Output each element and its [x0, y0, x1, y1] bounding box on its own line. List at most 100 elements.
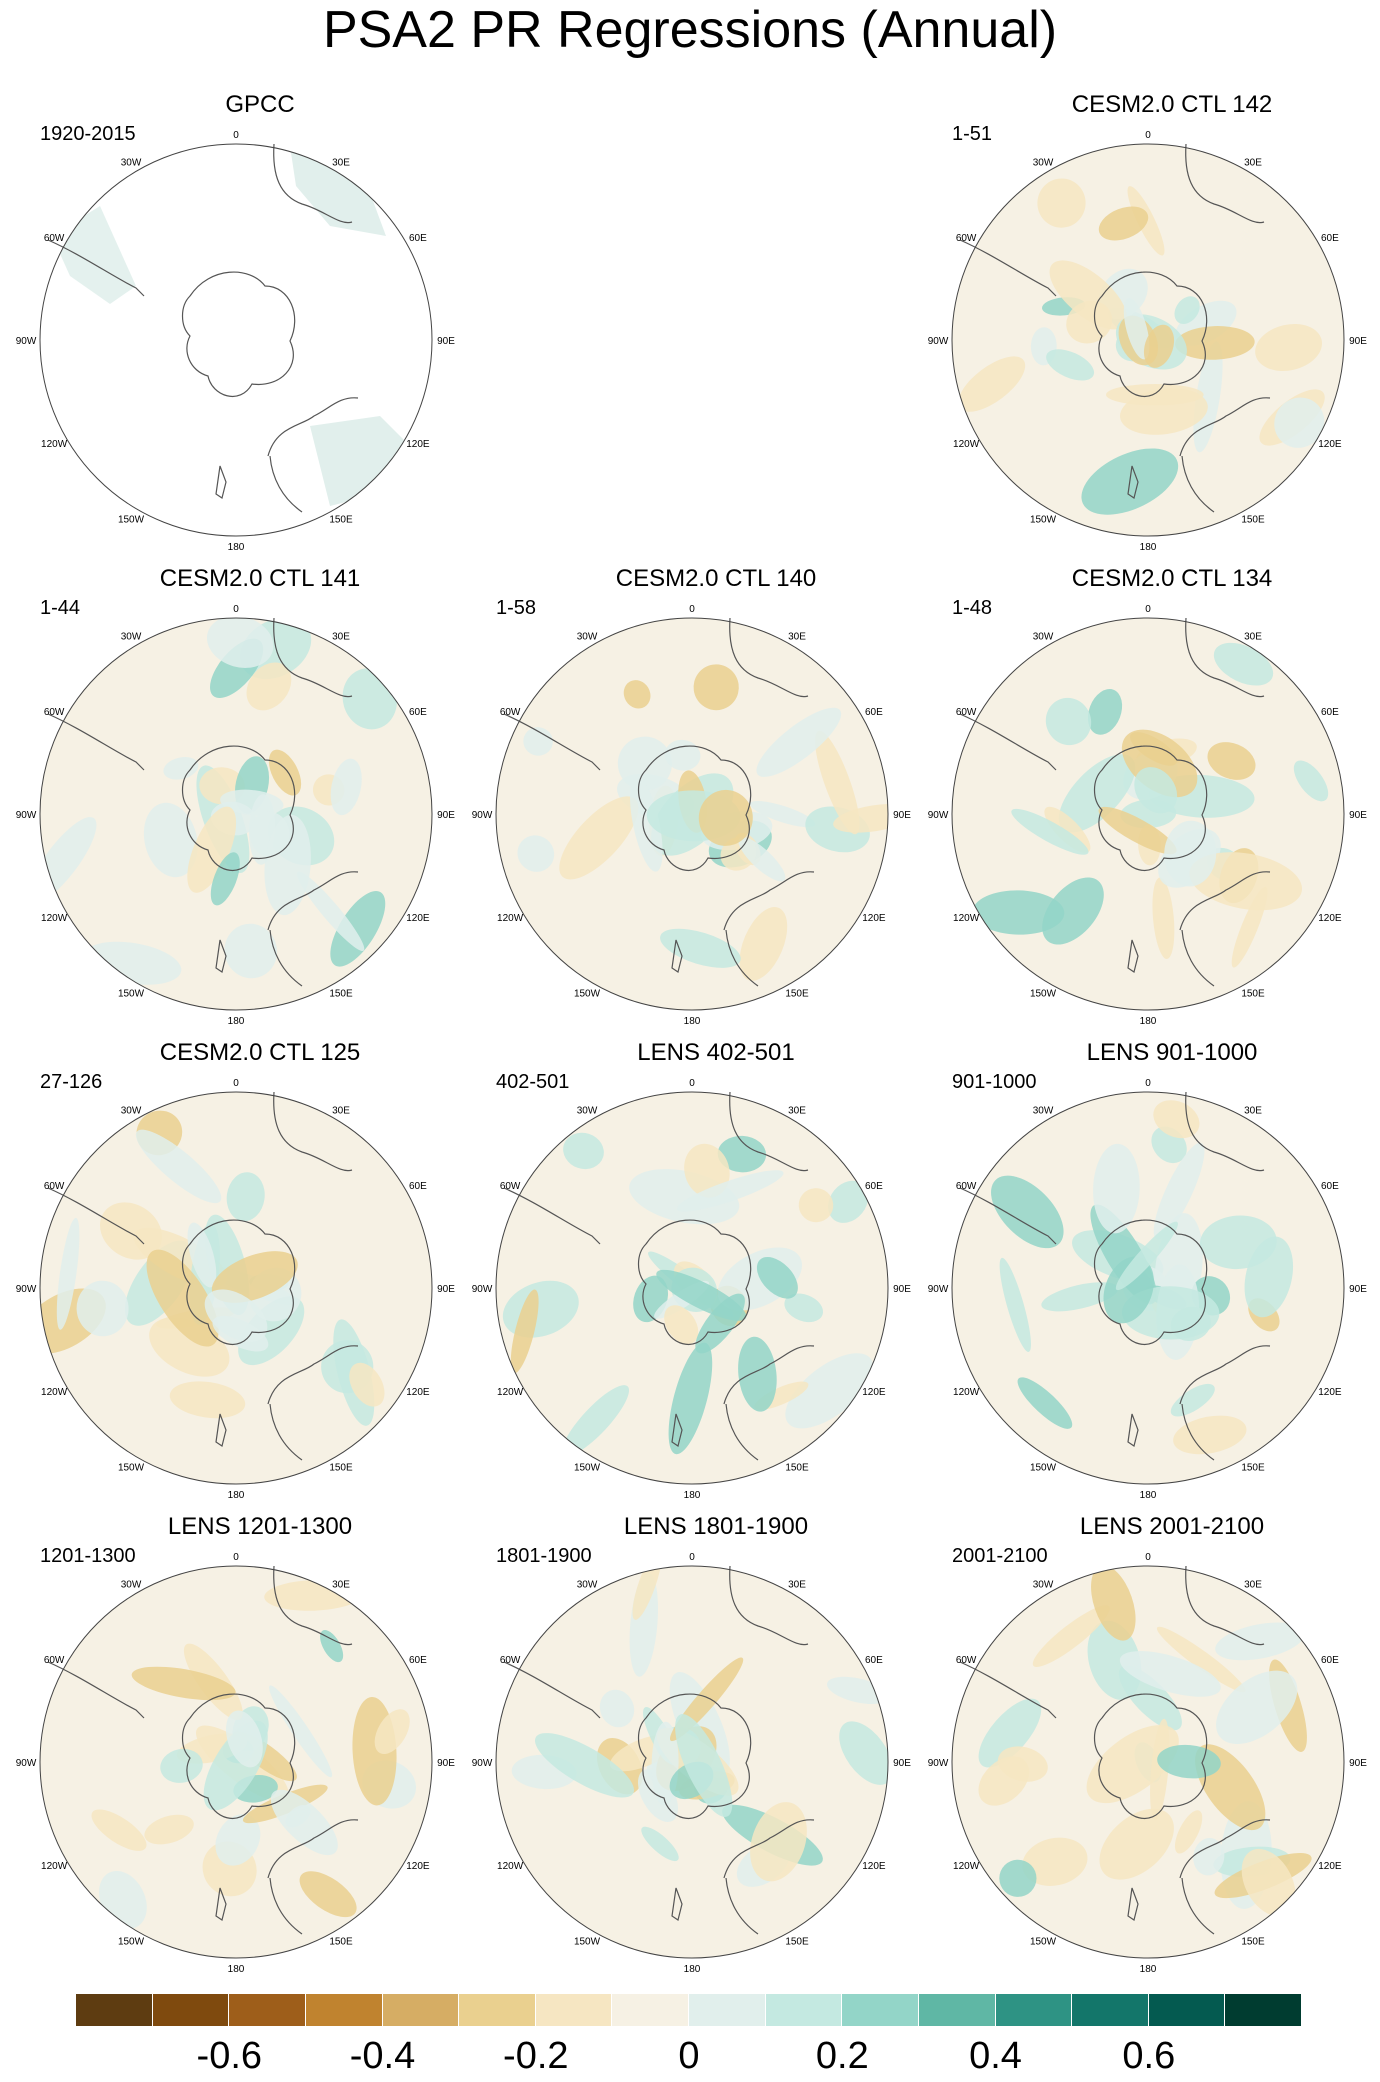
shaded-region — [534, 1733, 635, 1798]
shaded-region — [1215, 1622, 1305, 1661]
shaded-region — [1216, 1670, 1298, 1744]
longitude-label: 150W — [1030, 514, 1057, 525]
longitude-label: 150E — [785, 1936, 809, 1947]
longitude-label: 90W — [928, 1758, 949, 1769]
longitude-label: 150W — [118, 514, 145, 525]
longitude-label: 180 — [228, 1016, 245, 1027]
colorbar-tick-label: -0.4 — [349, 2035, 416, 2077]
longitude-label: 150E — [329, 988, 353, 999]
coastline — [47, 713, 145, 771]
coastline — [181, 1693, 296, 1819]
shaded-region — [738, 837, 786, 882]
longitude-label: 90E — [1349, 1284, 1367, 1295]
longitude-label: 150E — [329, 1936, 353, 1947]
longitude-label: 180 — [228, 1490, 245, 1501]
coastline — [215, 1413, 227, 1447]
coastline — [503, 1187, 601, 1245]
colorbar-tick-label: 0.6 — [1122, 2035, 1176, 2077]
coastline — [215, 939, 227, 973]
shaded-region — [750, 1802, 807, 1882]
shaded-region — [187, 1222, 217, 1288]
longitude-label: 30W — [121, 158, 142, 169]
panel-title: CESM2.0 CTL 141 — [159, 565, 361, 592]
coastline — [959, 1661, 1057, 1719]
longitude-label: 60W — [956, 233, 977, 244]
map-panel: CESM2.0 CTL 125 27-126 0 30E 60E 90E 120E 150E 1… — [16, 1038, 480, 1501]
figure-title: PSA2 PR Regressions (Annual) — [322, 1, 1058, 59]
shaded-region — [91, 1809, 147, 1851]
coastline — [181, 271, 296, 397]
coastline — [959, 239, 1057, 297]
coastline — [1127, 465, 1139, 499]
colorbar-swatch — [229, 1994, 306, 2026]
shaded-region — [1153, 1100, 1200, 1139]
shaded-region — [1098, 806, 1177, 855]
polar-map: 0 30E 60E 90E 120E 150E 180 150W 120W 90W 60W 30W — [472, 1078, 912, 1501]
polar-map: 0 30E 60E 90E 120E 150E 180 150W 120W 90W 60W 30W — [16, 130, 456, 553]
coastline — [725, 929, 759, 987]
map-boundary — [495, 1565, 889, 1959]
colorbar-swatch — [1148, 1994, 1226, 2026]
longitude-label: 120E — [862, 1387, 886, 1398]
longitude-label: 120E — [406, 1387, 430, 1398]
colorbar-swatch — [765, 1994, 843, 2026]
longitude-label: 30E — [332, 158, 350, 169]
coastline — [671, 1413, 683, 1447]
panel-period-label: 1-51 — [952, 123, 993, 145]
colorbar-swatch — [152, 1994, 230, 2026]
shaded-region — [226, 1710, 263, 1768]
coastline — [723, 1345, 815, 1405]
longitude-label: 90E — [437, 1284, 455, 1295]
shaded-region — [210, 852, 240, 906]
longitude-label: 180 — [684, 1490, 701, 1501]
panel-title: CESM2.0 CTL 140 — [615, 565, 817, 592]
shaded-region — [56, 1217, 80, 1330]
shaded-region — [664, 1305, 699, 1345]
longitude-label: 180 — [1140, 1490, 1157, 1501]
panel-period-label: 1920-2015 — [40, 123, 136, 145]
longitude-label: 120E — [1318, 1861, 1342, 1872]
shaded-region — [1174, 1810, 1203, 1854]
coastline — [1179, 1345, 1271, 1405]
polar-map: 0 30E 60E 90E 120E 150E 180 150W 120W 90W 60W 30W — [16, 1552, 456, 1975]
colorbar-tick-label: 0.4 — [969, 2035, 1022, 2077]
coastline — [503, 1661, 601, 1719]
shaded-region — [1241, 1848, 1296, 1917]
shaded-region — [958, 356, 1026, 412]
colorbar-tick-label: -0.6 — [196, 2035, 263, 2077]
shaded-region — [206, 618, 274, 668]
coastline — [47, 1661, 145, 1719]
shaded-region — [1041, 1282, 1119, 1312]
shaded-region — [1119, 1651, 1221, 1697]
coastline — [503, 713, 601, 771]
coastline — [1185, 617, 1265, 698]
longitude-label: 120E — [1318, 439, 1342, 450]
shaded-region — [668, 1342, 713, 1455]
longitude-label: 0 — [233, 130, 239, 141]
shaded-region — [163, 756, 199, 780]
shaded-region — [143, 802, 198, 878]
longitude-label: 30W — [121, 632, 142, 643]
shaded-region — [204, 1289, 268, 1342]
longitude-label: 30E — [1244, 632, 1262, 643]
longitude-label: 30W — [1033, 632, 1054, 643]
map-panel: CESM2.0 CTL 142 1-51 0 30E 60E 90E 120E 150E 180… — [928, 90, 1380, 553]
shaded-region — [632, 1566, 662, 1620]
longitude-label: 180 — [684, 1964, 701, 1975]
panel-period-label: 1-48 — [952, 597, 993, 619]
coastline — [267, 1819, 359, 1879]
shaded-region — [131, 1666, 236, 1701]
longitude-label: 60W — [44, 233, 65, 244]
coastline — [1185, 1091, 1265, 1172]
colorbar-swatch — [995, 1994, 1073, 2026]
longitude-label: 120W — [41, 913, 68, 924]
colorbar-swatch — [76, 1994, 153, 2026]
shaded-region — [693, 664, 739, 711]
shaded-region — [523, 727, 553, 756]
shaded-region — [1189, 852, 1303, 911]
coastline — [1179, 397, 1271, 457]
longitude-label: 90W — [472, 1758, 493, 1769]
longitude-label: 120E — [406, 913, 430, 924]
shaded-region — [1153, 1142, 1205, 1240]
panel-title: LENS 1801-1900 — [623, 1513, 809, 1540]
